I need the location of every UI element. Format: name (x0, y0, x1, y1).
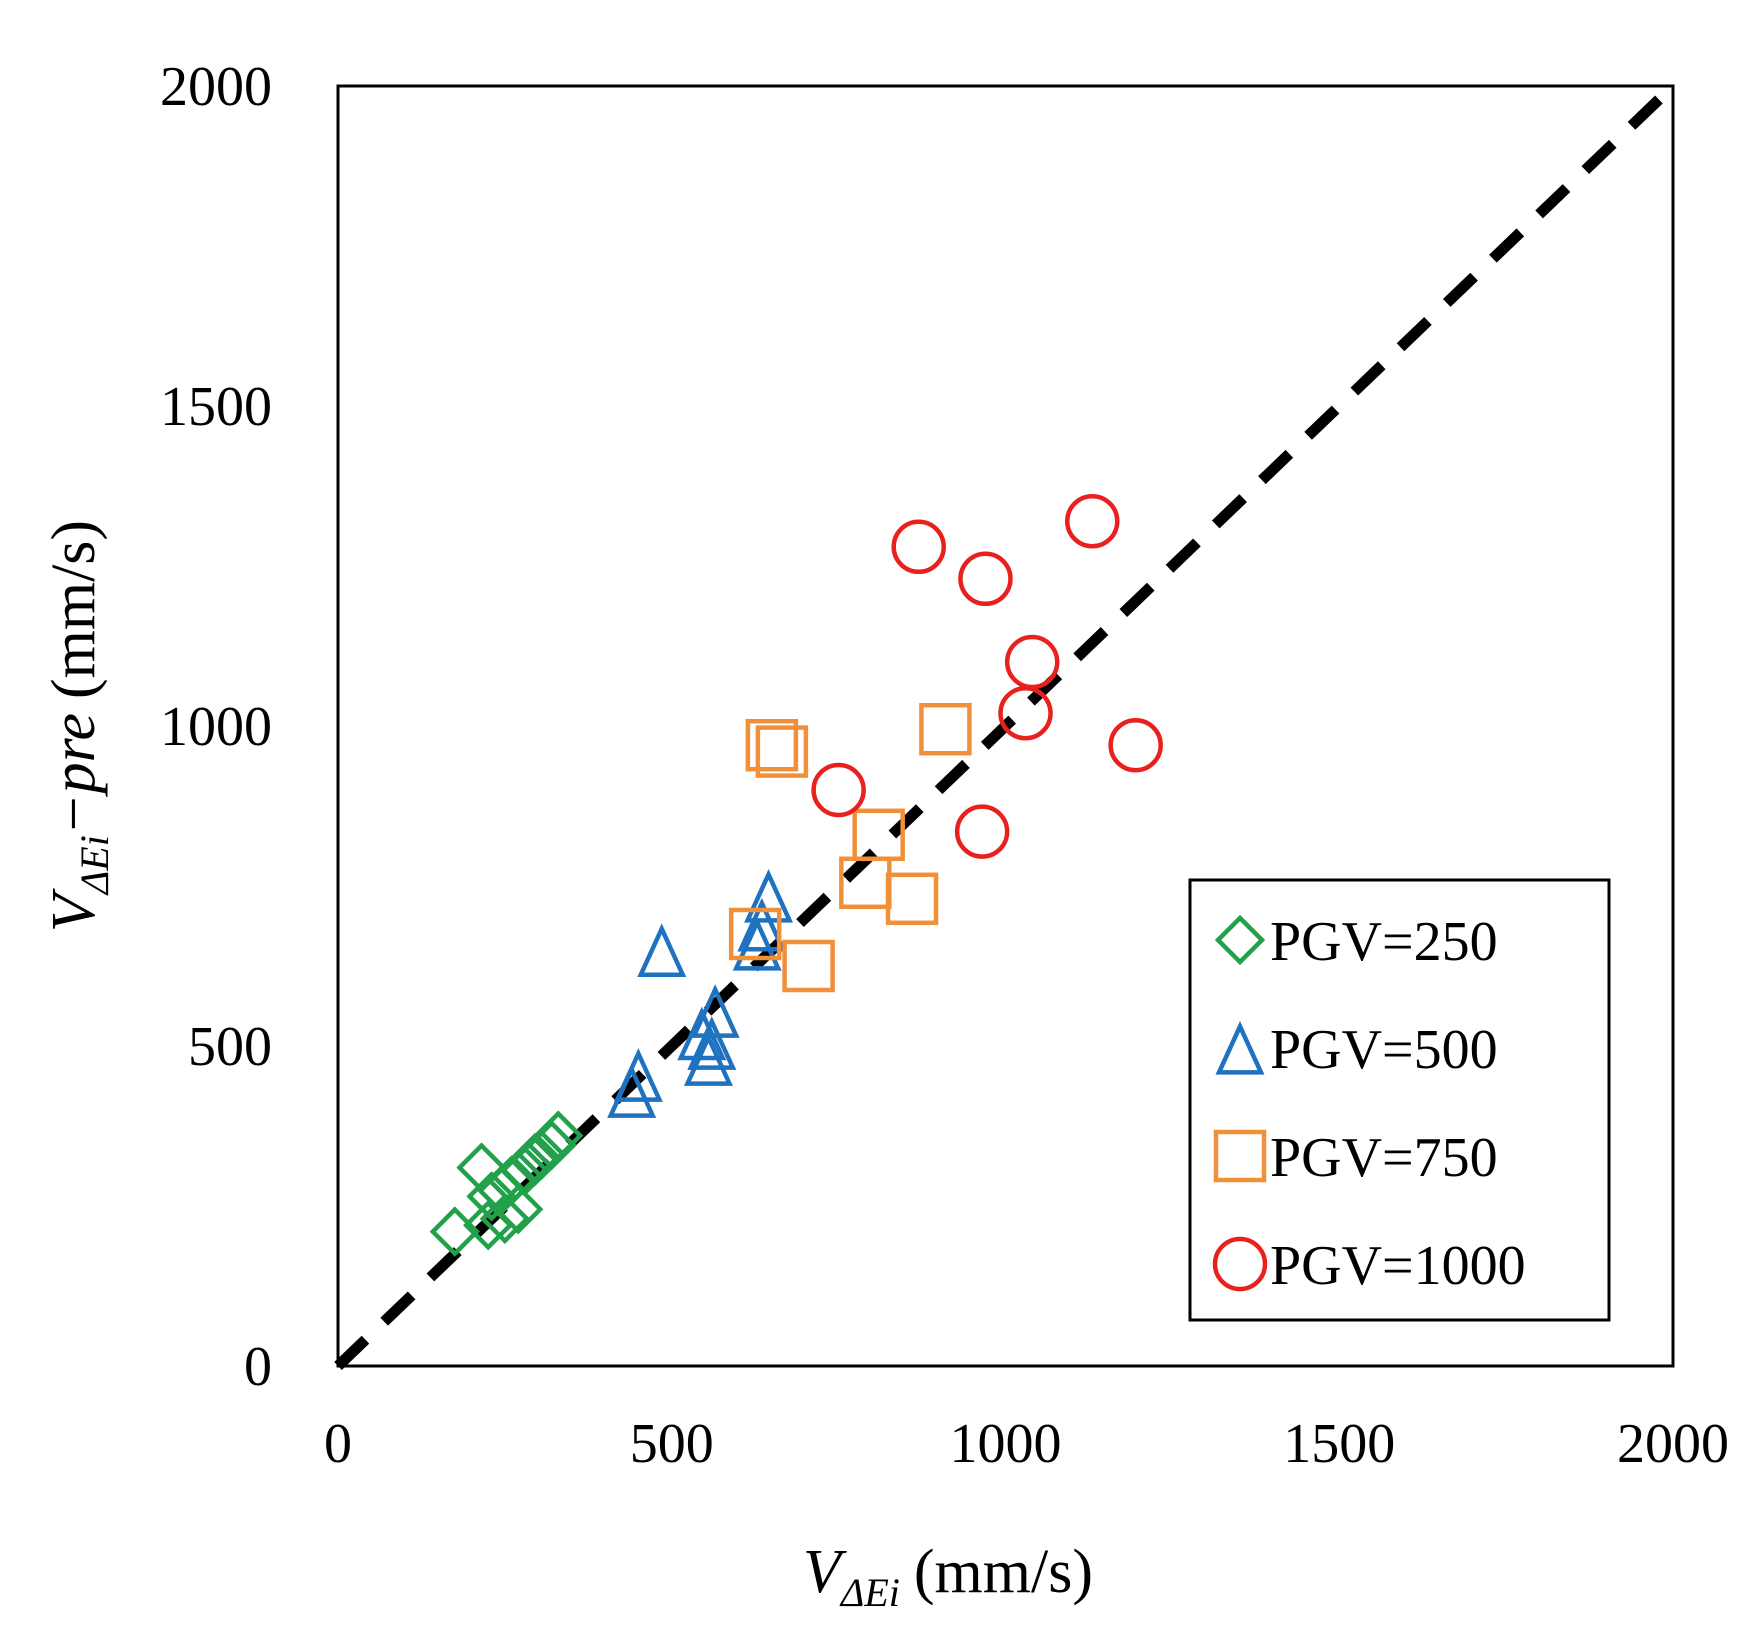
y-tick-label: 1500 (160, 376, 272, 438)
x-tick-label: 500 (630, 1413, 714, 1475)
triangle-point (613, 1048, 663, 1102)
legend-square-icon (1213, 1129, 1267, 1183)
data-markers (429, 493, 1163, 1257)
diamond-point (466, 1171, 517, 1222)
square-point (919, 702, 972, 756)
series-pgv-750 (728, 702, 972, 993)
triangle-point (683, 1032, 733, 1086)
x-tick-label: 1500 (1283, 1413, 1395, 1475)
legend-entry: PGV=750 (1213, 1127, 1498, 1189)
legend-entries: PGV=250 PGV=500 PGV=750 PGV=1000 (1212, 911, 1526, 1297)
circle-point (1065, 493, 1120, 549)
series-pgv-500 (607, 868, 794, 1118)
diamond-point (456, 1142, 507, 1193)
circle-point (811, 762, 866, 818)
triangle-point (737, 897, 787, 952)
legend-circle-icon (1212, 1236, 1268, 1292)
y-tick-label: 500 (188, 1016, 272, 1078)
circle-point (998, 685, 1053, 741)
legend-entry: PGV=250 (1214, 911, 1498, 973)
series-pgv-1000 (811, 493, 1163, 859)
y-axis-tick-labels: 0 500 1000 1500 2000 (160, 56, 272, 1398)
y-tick-label: 0 (244, 1336, 272, 1398)
legend: PGV=250 PGV=500 PGV=750 PGV=1000 (1188, 878, 1611, 1322)
legend-entry: PGV=1000 (1212, 1235, 1526, 1297)
square-point (728, 907, 782, 961)
diamond-point (493, 1184, 544, 1235)
triangle-point (637, 923, 687, 978)
triangle-point (744, 868, 794, 923)
diamond-point (499, 1145, 551, 1196)
circle-point (954, 804, 1010, 859)
plot-frame (336, 84, 1675, 1368)
square-point (885, 872, 939, 926)
y-axis-title: VΔEi−pre(mm/s) (40, 520, 117, 932)
x-axis-title: VΔEi (mm/s) (803, 1538, 1093, 1615)
square-point (745, 718, 799, 772)
square-point (755, 725, 809, 778)
circle-point (1108, 717, 1163, 773)
x-axis-tick-labels: 0 500 1000 1500 2000 (324, 1413, 1729, 1475)
x-tick-label: 0 (324, 1413, 352, 1475)
legend-label: PGV=500 (1270, 1019, 1498, 1081)
circle-point (1004, 634, 1060, 690)
legend-triangle-icon (1215, 1020, 1265, 1075)
legend-entry: PGV=500 (1215, 1019, 1498, 1081)
y-tick-label: 1000 (160, 696, 272, 758)
triangle-point (732, 916, 782, 971)
triangle-point (687, 1016, 737, 1070)
square-point (782, 939, 835, 993)
diamond-point (509, 1132, 561, 1184)
x-tick-label: 2000 (1617, 1413, 1729, 1475)
legend-label: PGV=250 (1270, 911, 1498, 973)
y-tick-label: 2000 (160, 56, 272, 118)
x-tick-label: 1000 (950, 1413, 1062, 1475)
legend-label: PGV=1000 (1270, 1235, 1526, 1297)
circle-point (958, 551, 1013, 607)
legend-label: PGV=750 (1270, 1127, 1498, 1189)
triangle-point (690, 984, 740, 1038)
diamond-point (516, 1129, 567, 1180)
series-pgv-250 (429, 1110, 584, 1257)
square-point (852, 808, 905, 862)
circle-point (891, 519, 946, 575)
diamond-point (479, 1193, 531, 1244)
legend-diamond-icon (1214, 914, 1266, 966)
